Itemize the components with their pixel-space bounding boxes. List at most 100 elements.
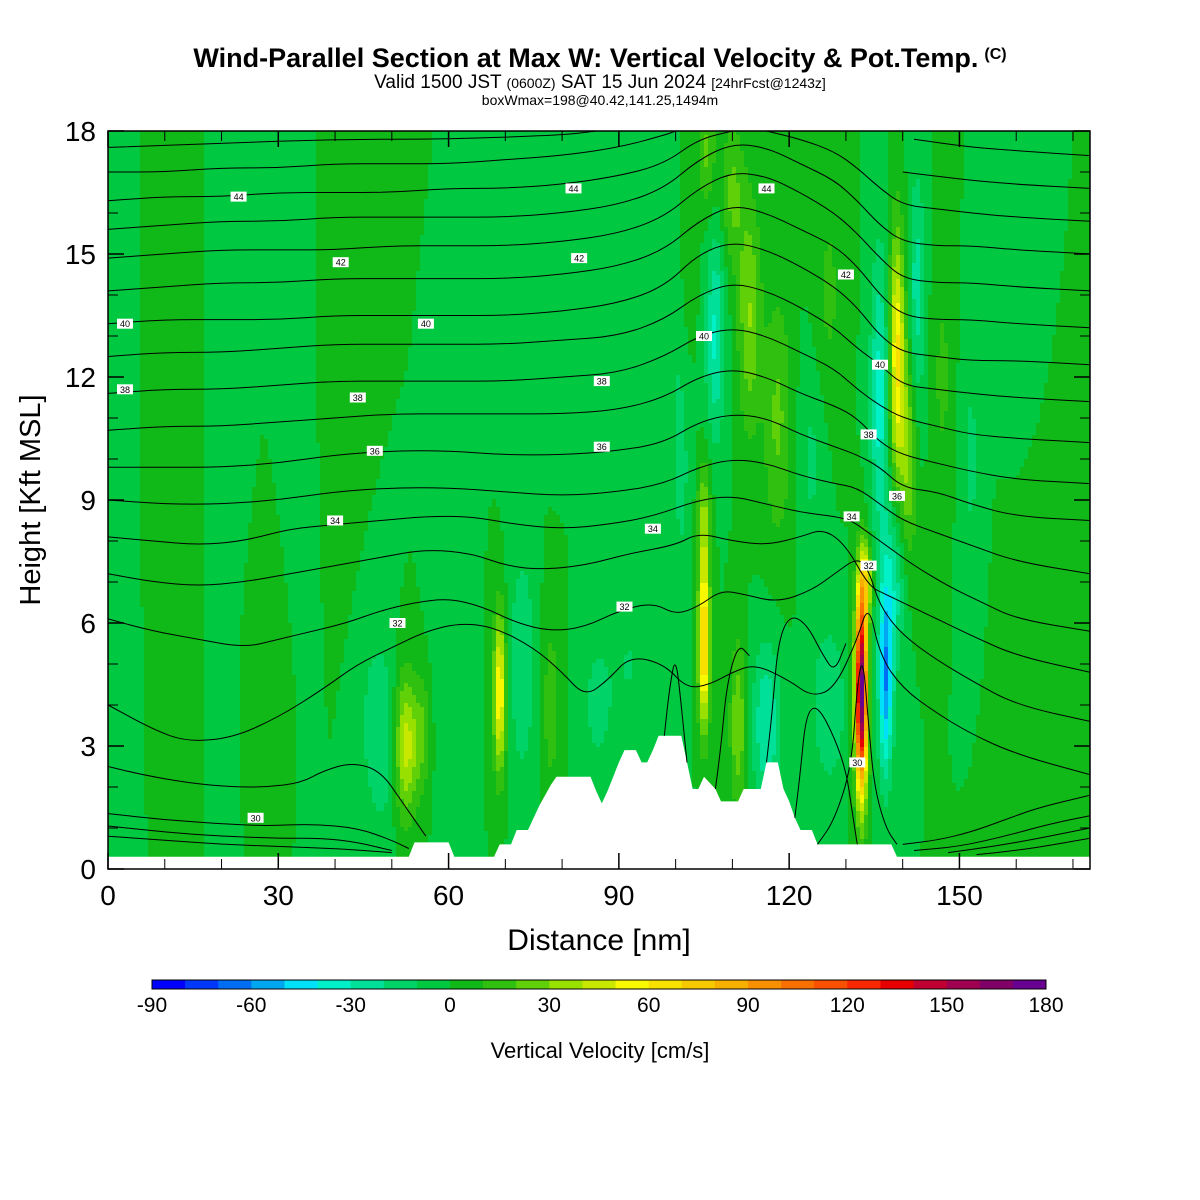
w-cell	[916, 399, 929, 404]
w-cell	[508, 607, 513, 612]
w-cell	[732, 267, 741, 272]
w-cell	[140, 431, 205, 436]
w-cell	[424, 627, 485, 632]
w-cell	[732, 683, 737, 688]
w-cell	[204, 663, 241, 668]
w-cell	[960, 203, 1069, 208]
w-cell	[108, 171, 141, 176]
w-cell	[960, 243, 1065, 248]
w-cell	[896, 419, 901, 424]
w-cell	[688, 463, 697, 468]
w-cell	[976, 483, 997, 488]
w-cell	[400, 387, 677, 392]
w-cell	[496, 595, 505, 600]
w-cell	[868, 367, 873, 372]
w-cell	[780, 443, 789, 448]
w-cell	[240, 659, 293, 664]
w-cell	[872, 611, 877, 616]
w-cell	[728, 239, 745, 244]
w-cell	[204, 575, 245, 580]
w-cell	[716, 327, 721, 332]
w-cell	[864, 663, 869, 668]
w-cell	[956, 411, 969, 416]
w-cell	[684, 395, 709, 400]
w-cell	[772, 423, 781, 428]
w-cell	[140, 183, 205, 188]
w-cell	[828, 435, 861, 440]
w-cell	[856, 371, 869, 376]
w-cell	[140, 443, 205, 448]
w-cell	[856, 651, 861, 656]
w-cell	[340, 667, 369, 672]
w-cell	[732, 407, 741, 412]
w-cell	[916, 395, 929, 400]
w-cell	[896, 411, 901, 416]
w-cell	[888, 663, 893, 668]
w-cell	[484, 679, 493, 684]
w-cell	[904, 427, 909, 432]
w-cell	[900, 335, 905, 340]
w-cell	[708, 511, 713, 516]
w-cell	[768, 471, 789, 476]
w-cell	[356, 583, 405, 588]
w-cell	[892, 295, 901, 300]
w-cell	[900, 391, 905, 396]
w-cell	[908, 431, 913, 436]
w-cell	[924, 315, 929, 320]
w-cell	[952, 623, 989, 628]
w-cell	[324, 635, 349, 640]
w-cell	[708, 487, 713, 492]
w-cell	[920, 439, 929, 444]
w-cell	[912, 351, 925, 356]
w-cell	[888, 187, 909, 192]
w-cell	[952, 567, 989, 572]
w-cell	[504, 563, 545, 568]
w-cell	[892, 567, 897, 572]
w-cell	[532, 671, 541, 676]
w-cell	[904, 243, 909, 248]
w-cell	[864, 471, 873, 476]
w-cell	[884, 595, 893, 600]
w-cell	[508, 615, 513, 620]
w-cell	[832, 479, 865, 484]
w-cell	[896, 539, 901, 544]
w-cell	[108, 191, 141, 196]
w-cell	[888, 359, 893, 364]
w-cell	[240, 683, 297, 688]
w-cell	[860, 175, 889, 180]
w-cell	[204, 563, 245, 568]
w-cell	[108, 495, 141, 500]
w-cell	[140, 423, 205, 428]
w-cell	[496, 659, 505, 664]
w-cell	[868, 403, 873, 408]
w-cell	[852, 659, 857, 664]
w-cell	[712, 291, 721, 296]
w-cell	[240, 631, 293, 636]
w-cell	[744, 675, 749, 680]
w-cell	[420, 599, 485, 604]
w-cell	[708, 155, 717, 160]
w-cell	[496, 691, 505, 696]
w-cell	[860, 151, 889, 156]
w-cell	[896, 255, 901, 260]
w-cell	[796, 431, 809, 436]
w-cell	[680, 167, 701, 172]
w-cell	[568, 543, 693, 548]
w-cell	[708, 583, 713, 588]
w-cell	[796, 527, 849, 532]
w-cell	[920, 295, 925, 300]
w-cell	[908, 327, 913, 332]
w-cell	[716, 499, 733, 504]
w-cell	[832, 251, 861, 256]
w-cell	[900, 351, 905, 356]
w-cell	[484, 647, 493, 652]
w-cell	[908, 339, 913, 344]
w-cell	[364, 543, 489, 548]
w-cell	[400, 667, 413, 672]
w-cell	[680, 175, 701, 180]
w-cell	[724, 287, 729, 292]
w-cell	[816, 679, 845, 684]
w-cell	[520, 575, 529, 580]
w-cell	[592, 667, 609, 672]
w-cell	[912, 451, 917, 456]
